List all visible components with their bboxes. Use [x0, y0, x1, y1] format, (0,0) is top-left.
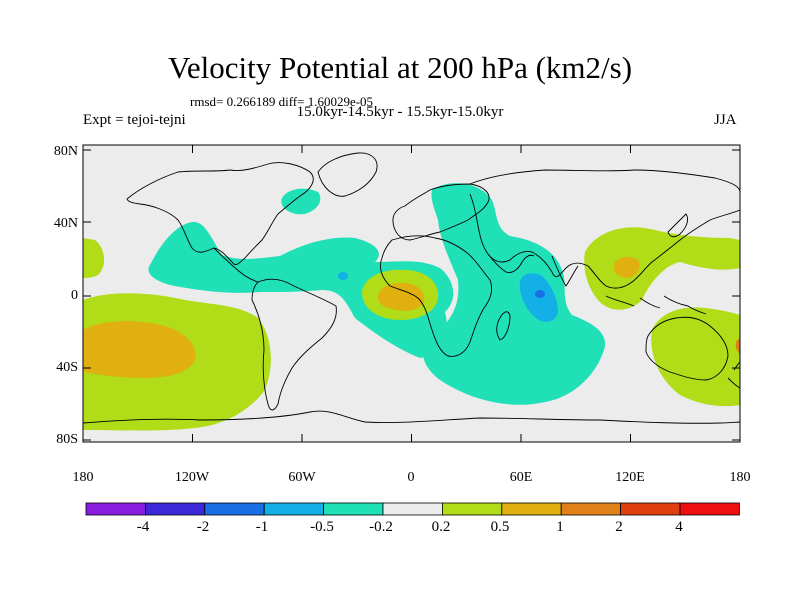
contour-madagascar-blue [535, 290, 545, 298]
coast-antarctica [83, 410, 740, 424]
contour-atlantic-teal [148, 221, 454, 358]
colorbar-swatch [204, 502, 265, 516]
period-subtitle: 15.0kyr-14.5kyr - 15.5kyr-15.0kyr [296, 104, 504, 120]
shaded-contours [83, 183, 740, 431]
colorbar-swatch [679, 502, 740, 516]
rmsd-diff-stats: rmsd= 0.266189 diff= 1.60029e-05 [190, 94, 374, 109]
x-tick-label: 180 [72, 470, 94, 485]
contour-gulfguinea-orange [377, 282, 425, 311]
contour-eastpacific-green [83, 238, 105, 278]
colorbar-swatch [85, 502, 146, 516]
colorbar-swatch [382, 502, 443, 516]
colorbar-swatch [620, 502, 681, 516]
y-tick-label: 40N [53, 216, 78, 231]
coast-greenland [317, 152, 378, 197]
coast-australia [645, 316, 729, 381]
contour-philippines-orange [613, 256, 640, 278]
experiment-label: Expt = tejoi-tejni [83, 112, 186, 128]
x-tick-label: 120E [615, 470, 645, 485]
colorbar-label: -0.5 [310, 519, 334, 535]
colorbar-label: 2 [615, 519, 623, 535]
x-tick-label: 180 [729, 470, 751, 485]
coast-africa [379, 235, 493, 357]
y-tick-label: 0 [71, 288, 78, 303]
x-tick-label: 120W [174, 470, 210, 485]
contour-northatlantic-teal [281, 188, 321, 215]
colorbar-swatch [323, 502, 384, 516]
contour-australia-green [651, 307, 740, 407]
coast-india [551, 255, 579, 287]
colorbar [85, 502, 740, 516]
contour-indian-teal [423, 183, 606, 405]
x-tick-label: 0 [407, 470, 415, 485]
y-tick-label: 40S [56, 360, 78, 375]
coast-indonesia [605, 295, 707, 315]
colorbar-label: -4 [136, 519, 150, 535]
coast-japan [667, 213, 689, 238]
colorbar-label: 1 [556, 519, 564, 535]
contour-eastaus-orange [735, 338, 740, 354]
coastlines [83, 152, 740, 424]
y-tick-label: 80N [53, 144, 78, 159]
x-tick-label: 60E [509, 470, 533, 485]
colorbar-label: -0.2 [369, 519, 393, 535]
contour-pacific-orange [83, 321, 196, 378]
colorbar-label: -1 [255, 519, 269, 535]
colorbar-swatch [501, 502, 562, 516]
colorbar-swatch [263, 502, 325, 516]
map-title: Velocity Potential at 200 hPa (km2/s) [167, 50, 633, 85]
x-tick-label: 60W [288, 470, 316, 485]
coast-arabia [487, 253, 535, 273]
map-plot-area [83, 145, 740, 442]
colorbar-label: 4 [675, 519, 683, 535]
coast-central-america [213, 247, 259, 283]
contour-atlantic-blue [338, 272, 348, 280]
season-label: JJA [714, 112, 737, 128]
coast-madagascar [496, 311, 511, 341]
coast-europe [392, 183, 490, 241]
coast-south-america [251, 278, 337, 411]
colorbar-swatch [560, 502, 622, 516]
colorbar-label: 0.2 [431, 519, 451, 535]
colorbar-swatch [144, 502, 206, 516]
colorbar-label: -2 [196, 519, 210, 535]
coast-north-america [126, 162, 314, 265]
y-tick-label: 80S [56, 432, 78, 447]
colorbar-swatch [441, 502, 503, 516]
contour-westpacific-green [584, 227, 740, 310]
colorbar-label: 0.5 [490, 519, 510, 535]
axis-ticks [82, 145, 741, 442]
